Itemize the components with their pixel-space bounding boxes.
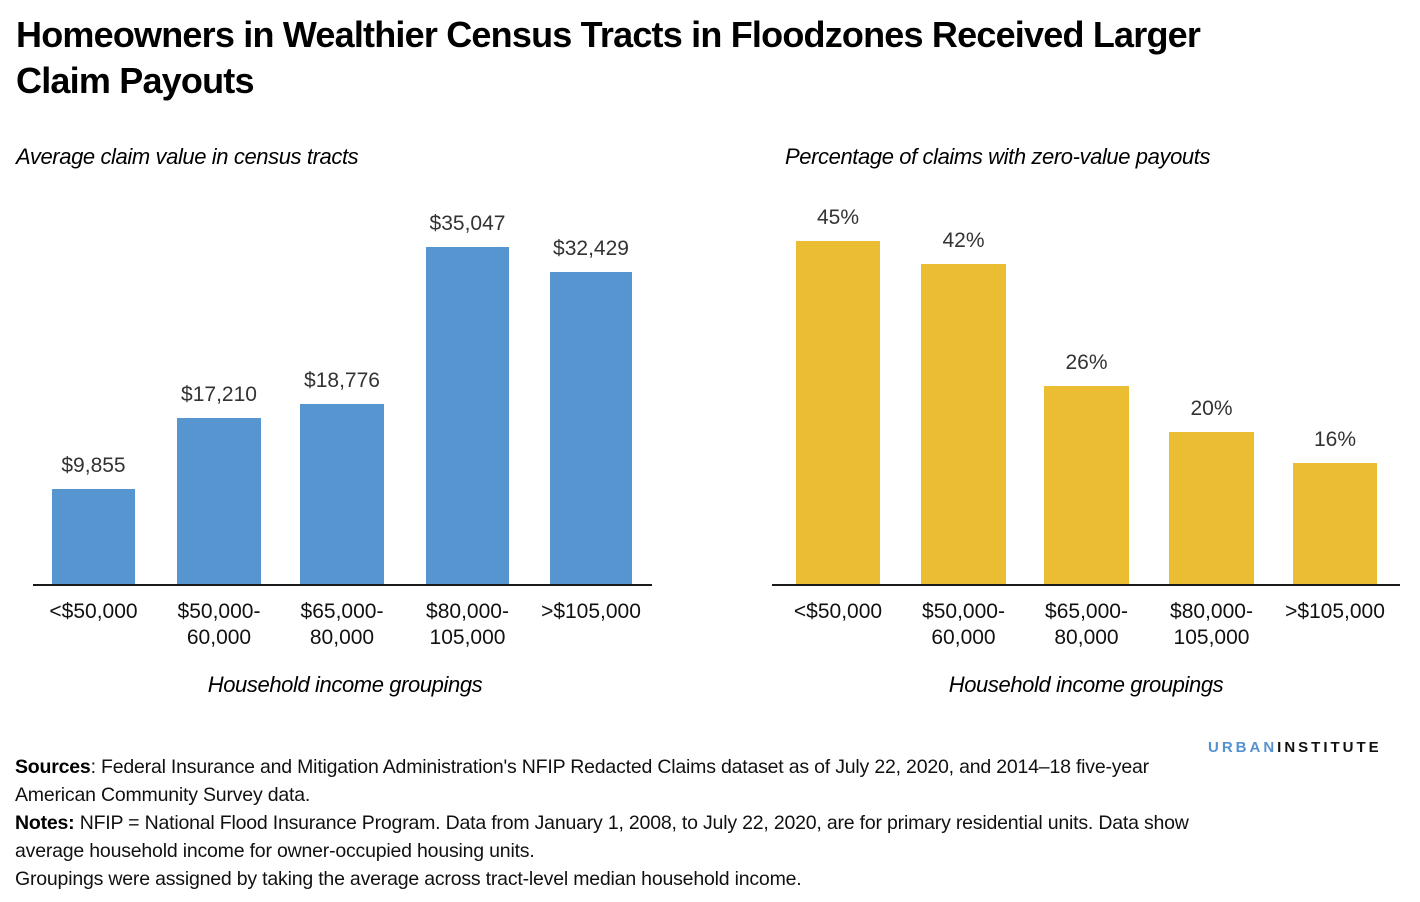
x-tick-label: <$50,000	[793, 600, 883, 623]
bar-value-label: $17,210	[181, 383, 257, 406]
left-chart: Average claim value in census tracts Hou…	[0, 0, 700, 720]
urban-institute-logo: URBANINSTITUTE	[1208, 739, 1382, 756]
notes-block: Sources: Federal Insurance and Mitigatio…	[15, 753, 1195, 893]
chart-title: Homeowners in Wealthier Census Tracts in…	[16, 14, 1201, 101]
x-tick-label: $50,000- 60,000	[177, 600, 261, 649]
notes-text: NFIP = National Flood Insurance Program.…	[15, 812, 1189, 862]
sources-label: Sources	[15, 756, 91, 778]
logo-institute: INSTITUTE	[1277, 739, 1382, 756]
bar	[796, 241, 880, 585]
x-tick-label: >$105,000	[1285, 600, 1385, 623]
bar	[1044, 386, 1129, 585]
x-tick-label: $65,000- 80,000	[300, 600, 384, 649]
right-x-axis	[772, 584, 1400, 586]
x-tick-label: $80,000- 105,000	[1170, 600, 1253, 649]
sources-text: : Federal Insurance and Mitigation Admin…	[15, 756, 1149, 806]
notes-label: Notes:	[15, 812, 75, 834]
logo-urban: URBAN	[1208, 739, 1278, 756]
bar	[300, 404, 384, 585]
bar	[426, 247, 509, 585]
bar	[177, 418, 261, 585]
left-x-axis	[33, 584, 652, 586]
x-tick-label: $65,000- 80,000	[1045, 600, 1128, 649]
right-chart: Percentage of claims with zero-value pay…	[750, 0, 1420, 720]
bar	[1169, 432, 1254, 585]
x-tick-label: $50,000- 60,000	[922, 600, 1005, 649]
bar	[550, 272, 632, 585]
x-tick-label: $80,000- 105,000	[426, 600, 509, 649]
bar-value-label: 42%	[942, 229, 985, 252]
bar	[52, 489, 135, 585]
right-chart-subtitle: Percentage of claims with zero-value pay…	[785, 144, 1211, 169]
bar-value-label: $18,776	[304, 369, 380, 392]
bar-value-label: 16%	[1313, 428, 1357, 451]
bar-value-label: $32,429	[553, 237, 629, 260]
x-tick-label: <$50,000	[49, 600, 138, 623]
bar-value-label: 26%	[1065, 351, 1108, 374]
groupings-line: Groupings were assigned by taking the av…	[15, 868, 802, 890]
left-chart-subtitle: Average claim value in census tracts	[16, 144, 359, 169]
sources-line: Sources: Federal Insurance and Mitigatio…	[15, 753, 1195, 809]
bar	[1293, 463, 1377, 585]
bar-value-label: $9,855	[61, 454, 126, 477]
notes-line: Notes: NFIP = National Flood Insurance P…	[15, 809, 1195, 865]
left-chart-xlabel: Household income groupings	[207, 672, 483, 697]
bar-value-label: 45%	[816, 206, 860, 229]
bar-value-label: 20%	[1190, 397, 1233, 420]
bar-value-label: $35,047	[429, 212, 506, 235]
x-tick-label: >$105,000	[541, 600, 641, 623]
right-chart-xlabel: Household income groupings	[948, 672, 1224, 697]
bar	[921, 264, 1006, 585]
